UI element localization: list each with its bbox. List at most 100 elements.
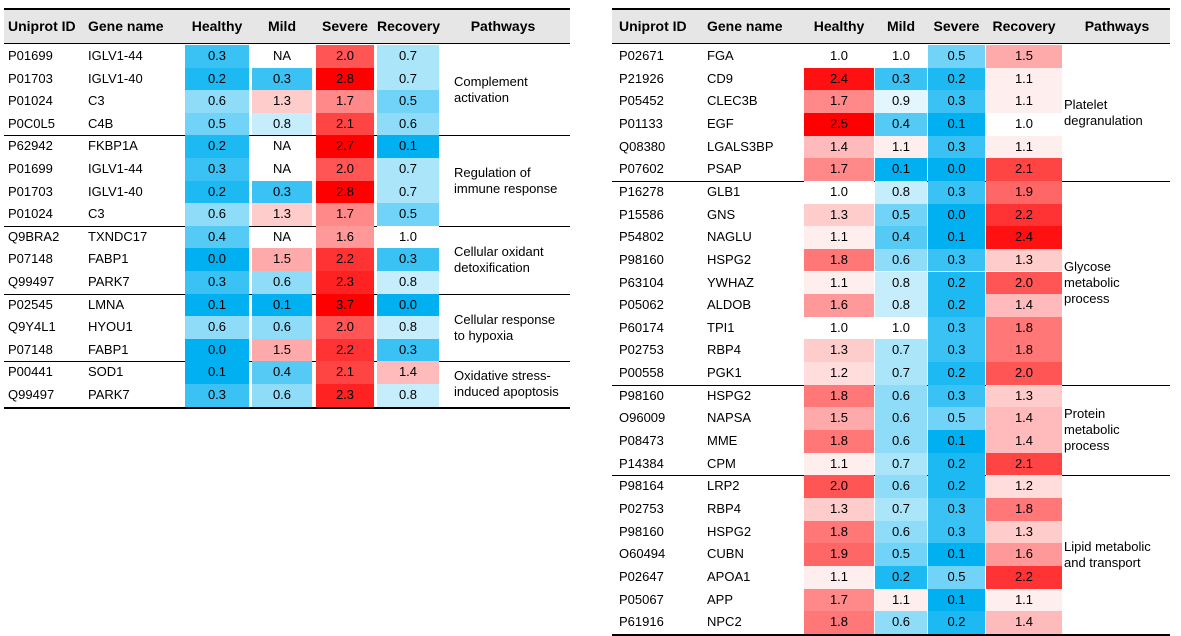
healthy-value-cell: 0.0 <box>185 248 249 271</box>
mild-value-cell: 1.5 <box>252 248 312 271</box>
uniprot-id-cell: Q99497 <box>8 274 55 289</box>
healthy-value-cell: 1.3 <box>804 339 874 363</box>
uniprot-id-cell: Q9Y4L1 <box>8 319 56 335</box>
mild-value-cell: NA <box>272 48 292 63</box>
gene-name-cell: PSAP <box>707 161 742 177</box>
column-header-pathways: Pathways <box>1084 18 1150 34</box>
pathway-label: Complement activation <box>454 74 528 106</box>
uniprot-id-cell: P02753 <box>619 342 664 358</box>
column-header-gene-name: Gene name <box>707 18 783 34</box>
severe-value-cell: 0.1 <box>928 430 985 453</box>
mild-value-cell: 0.3 <box>252 180 312 204</box>
uniprot-id-cell: P62942 <box>8 138 53 154</box>
mild-value-cell: 1.0 <box>875 45 927 68</box>
recovery-value-cell: 2.2 <box>986 203 1062 227</box>
table-row: P01133 EGF 2.5 0.4 0.1 1.0 <box>612 112 1170 136</box>
table-row: Q08380 LGALS3BP 1.4 1.1 0.3 1.1 <box>612 135 1170 159</box>
column-header-healthy: Healthy <box>813 18 865 34</box>
healthy-value-cell: 1.0 <box>804 180 874 204</box>
recovery-value-cell: 1.1 <box>986 135 1062 159</box>
pathway-label: Lipid metabolic and transport <box>1064 538 1151 570</box>
recovery-value-cell: 1.8 <box>986 316 1062 340</box>
recovery-value-cell: 1.3 <box>986 248 1062 272</box>
healthy-value-cell: 0.0 <box>185 338 249 362</box>
recovery-value-cell: 1.4 <box>986 430 1062 453</box>
uniprot-id-cell: Q9BRA2 <box>8 228 60 244</box>
table-row: P01703 IGLV1-40 0.2 0.3 2.8 0.7 <box>4 180 570 204</box>
healthy-value-cell: 1.4 <box>804 135 874 159</box>
gene-name-cell: FKBP1A <box>88 138 138 154</box>
severe-value-cell: 0.1 <box>928 588 985 612</box>
recovery-value-cell: 2.1 <box>986 158 1062 181</box>
healthy-value-cell: 1.8 <box>804 430 874 453</box>
severe-value-cell: 1.7 <box>316 90 374 113</box>
healthy-value-cell: 0.3 <box>185 45 249 68</box>
mild-value-cell: 0.6 <box>875 384 927 408</box>
gene-name-cell: FABP1 <box>88 251 129 267</box>
pathway-label: Oxidative stress-induced apoptosis <box>454 368 559 399</box>
table-row: P01024 C3 0.6 1.3 1.7 0.5 <box>4 90 570 113</box>
gene-name-cell: GNS <box>707 206 736 222</box>
healthy-value-cell: 0.3 <box>185 271 249 294</box>
uniprot-id-cell: O60494 <box>619 546 666 562</box>
table-row: P02753 RBP4 1.3 0.7 0.3 1.8 <box>612 339 1170 363</box>
healthy-value-cell: 0.6 <box>185 203 249 226</box>
healthy-value-cell: 0.6 <box>185 316 249 339</box>
uniprot-id-cell: P01699 <box>8 161 53 176</box>
uniprot-id-cell: P98160 <box>619 251 664 267</box>
recovery-value-cell: 0.3 <box>377 248 439 271</box>
column-header-uniprot-id: Uniprot ID <box>8 18 76 34</box>
table-row: P01699 IGLV1-44 0.3 NA 2.0 0.7 <box>4 45 570 68</box>
gene-name-cell: TPI1 <box>707 319 735 335</box>
mild-value-cell: 0.6 <box>875 475 927 498</box>
gene-name-cell: PGK1 <box>707 365 742 381</box>
severe-value-cell: 0.3 <box>928 384 985 408</box>
recovery-value-cell: 1.6 <box>986 543 1062 566</box>
severe-value-cell: 2.3 <box>316 384 374 407</box>
healthy-value-cell: 2.0 <box>804 475 874 498</box>
table-row: Q99497 PARK7 0.3 0.6 2.3 0.8 <box>4 384 570 407</box>
uniprot-id-cell: P00558 <box>619 365 664 381</box>
mild-value-cell: 0.6 <box>252 271 312 294</box>
table-row: P98160 HSPG2 1.8 0.6 0.3 1.3 <box>612 384 1170 408</box>
healthy-value-cell: 1.7 <box>804 158 874 181</box>
gene-name-cell: NAPSA <box>707 410 752 426</box>
gene-name-cell: CLEC3B <box>707 93 758 109</box>
uniprot-id-cell: O96009 <box>619 410 666 426</box>
healthy-value-cell: 1.3 <box>804 498 874 521</box>
mild-value-cell: 0.8 <box>875 294 927 317</box>
gene-name-cell: HSPG2 <box>707 251 752 267</box>
severe-value-cell: 2.0 <box>316 45 374 68</box>
severe-value-cell: 0.1 <box>928 543 985 566</box>
table-row: P98160 HSPG2 1.8 0.6 0.3 1.3 <box>612 520 1170 544</box>
mild-value-cell: 0.4 <box>252 361 312 384</box>
table-row: P02647 APOA1 1.1 0.2 0.5 2.2 <box>612 565 1170 589</box>
healthy-value-cell: 1.0 <box>804 316 874 340</box>
mild-value-cell: 0.6 <box>875 611 927 634</box>
mild-value-cell: 1.0 <box>875 316 927 340</box>
uniprot-id-cell: P98160 <box>619 523 664 539</box>
table-row: P98164 LRP2 2.0 0.6 0.2 1.2 <box>612 475 1170 498</box>
severe-value-cell: 2.1 <box>316 361 374 384</box>
severe-value-cell: 2.3 <box>316 271 374 294</box>
recovery-value-cell: 0.8 <box>377 271 439 294</box>
uniprot-id-cell: P05452 <box>619 93 664 109</box>
healthy-value-cell: 2.4 <box>804 67 874 91</box>
table-row: P98160 HSPG2 1.8 0.6 0.3 1.3 <box>612 248 1170 272</box>
recovery-value-cell: 0.7 <box>377 158 439 181</box>
gene-name-cell: PARK7 <box>88 274 130 289</box>
uniprot-id-cell: P02647 <box>619 568 664 584</box>
severe-value-cell: 2.8 <box>316 180 374 204</box>
uniprot-id-cell: P07602 <box>619 161 664 177</box>
healthy-value-cell: 1.6 <box>804 294 874 317</box>
recovery-value-cell: 1.5 <box>986 45 1062 68</box>
mild-value-cell: 1.3 <box>252 90 312 113</box>
uniprot-id-cell: P63104 <box>619 274 664 290</box>
mild-value-cell: 0.7 <box>875 339 927 363</box>
severe-value-cell: 0.2 <box>928 362 985 385</box>
pathway-label: Regulation of immune response <box>454 164 558 196</box>
gene-name-cell: LRP2 <box>707 478 740 494</box>
recovery-value-cell: 1.9 <box>986 180 1062 204</box>
mild-value-cell: 1.3 <box>252 203 312 226</box>
gene-name-cell: CPM <box>707 455 736 471</box>
